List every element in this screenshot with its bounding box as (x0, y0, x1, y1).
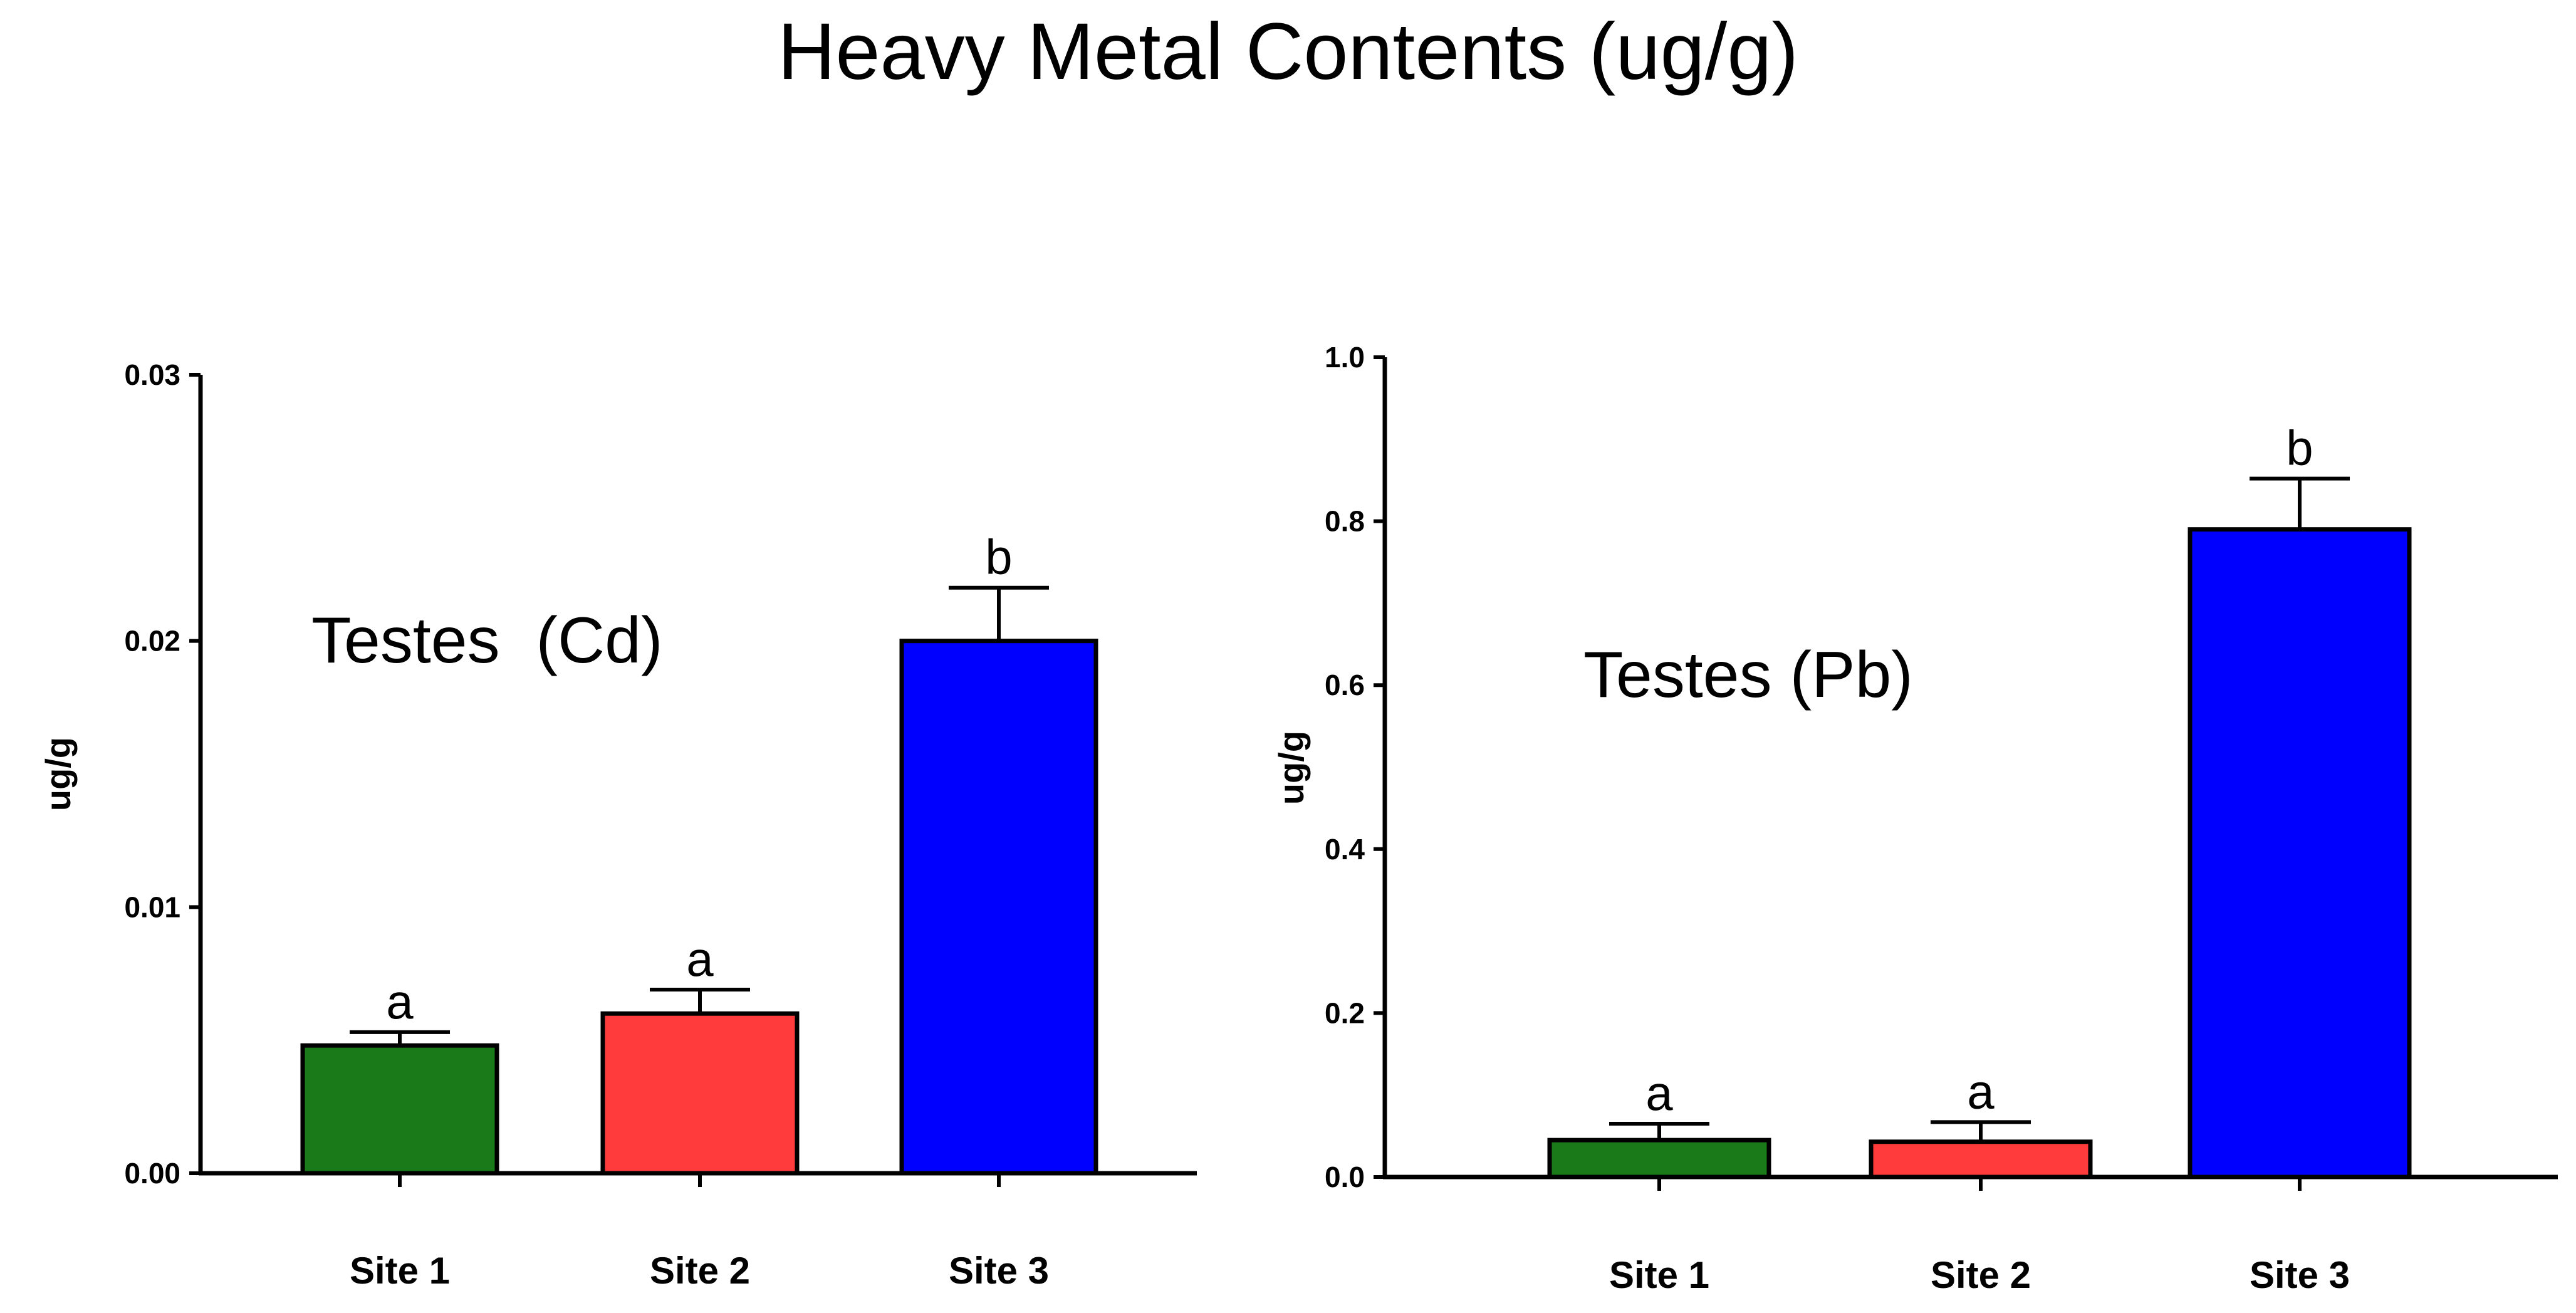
cd-significance-label: b (985, 530, 1012, 585)
pb-y-tick-label: 0.2 (1325, 997, 1365, 1029)
cd-bar-3 (899, 639, 1098, 1176)
pb-significance-label: a (1967, 1064, 1995, 1119)
cd-significance-label: a (386, 974, 414, 1029)
pb-y-tick-label: 1.0 (1325, 341, 1365, 374)
pb-category-label: Site 3 (2250, 1254, 2350, 1296)
pb-bar-3 (2188, 527, 2412, 1180)
pb-y-axis-label: ug/g (1271, 731, 1311, 805)
cd-y-axis-label: ug/g (38, 737, 78, 811)
pb-category-label: Site 2 (1931, 1254, 2031, 1296)
cd-panel-title: Testes (Cd) (311, 604, 663, 677)
pb-y-tick-label: 0.0 (1325, 1161, 1365, 1193)
cd-y-tick-label: 0.00 (124, 1157, 180, 1190)
cd-category-label: Site 3 (949, 1250, 1049, 1292)
cd-y-tick-label: 0.03 (124, 358, 180, 391)
chart-cd: 0.00 0.01 0.02 0.03 ug/g a Site 1 a Site 2 b Site … (38, 358, 1197, 1292)
pb-bar-2 (1869, 1139, 2093, 1180)
pb-y-tick-label: 0.8 (1325, 505, 1365, 538)
cd-category-label: Site 1 (350, 1250, 450, 1292)
pb-y-tick-label: 0.4 (1325, 833, 1365, 866)
cd-bar-2 (600, 1011, 800, 1176)
pb-significance-label: b (2286, 421, 2313, 476)
cd-bar-1 (300, 1043, 499, 1176)
cd-significance-label: a (686, 931, 714, 986)
pb-bar-1 (1547, 1138, 1771, 1180)
cd-y-tick-label: 0.02 (124, 625, 180, 657)
pb-category-label: Site 1 (1609, 1254, 1709, 1296)
cd-y-tick-label: 0.01 (124, 891, 180, 923)
pb-significance-label: a (1645, 1065, 1673, 1121)
cd-category-label: Site 2 (650, 1250, 750, 1292)
pb-panel-title: Testes (Pb) (1583, 639, 1913, 711)
chart-pb: 0.0 0.2 0.4 0.6 0.8 1.0 ug/g a Site 1 a Site 2 b Sit… (1271, 341, 2558, 1296)
pb-y-tick-label: 0.6 (1325, 669, 1365, 701)
main-title: Heavy Metal Contents (ug/g) (777, 7, 1799, 97)
